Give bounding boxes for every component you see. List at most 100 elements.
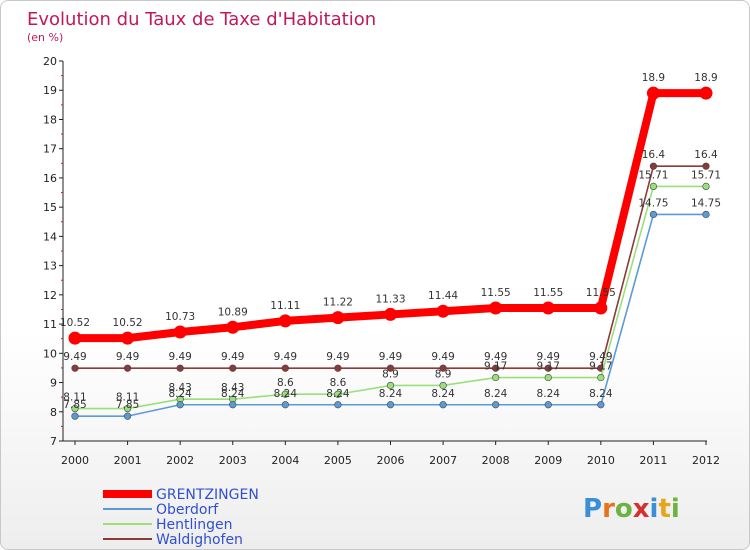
data-label: 14.75 bbox=[691, 197, 721, 209]
data-point bbox=[544, 401, 552, 409]
data-label: 11.55 bbox=[533, 287, 563, 299]
data-point bbox=[68, 331, 82, 345]
data-labels: 10.52 10.52 10.73 10.89 11.11 11.22 11.33 11.44… bbox=[60, 72, 721, 411]
series-hentlingen bbox=[71, 182, 710, 413]
x-tick-label: 2012 bbox=[692, 454, 720, 467]
y-tick-label: 14 bbox=[43, 230, 57, 243]
data-point bbox=[123, 412, 132, 420]
data-point bbox=[121, 331, 135, 345]
y-tick-label: 10 bbox=[43, 347, 57, 360]
data-point bbox=[176, 364, 184, 372]
legend-label: Oberdorf bbox=[156, 502, 219, 518]
axes: 7 8 9 10 11 12 13 14 15 16 17 18 19 20 2000 2001 2002 200… bbox=[43, 55, 720, 467]
data-label: 8.24 bbox=[484, 388, 508, 400]
x-tick-label: 2006 bbox=[377, 454, 405, 467]
data-label: 9.49 bbox=[484, 351, 507, 363]
data-label: 8.43 bbox=[221, 382, 244, 394]
data-label: 11.55 bbox=[586, 287, 616, 299]
data-point bbox=[699, 86, 713, 100]
x-tick-label: 2007 bbox=[429, 454, 457, 467]
data-label: 8.6 bbox=[277, 377, 294, 389]
data-label: 10.52 bbox=[60, 317, 90, 329]
y-tick-label: 11 bbox=[43, 318, 57, 331]
data-point bbox=[173, 325, 187, 339]
data-label: 10.89 bbox=[218, 306, 248, 318]
proxiti-logo: Proxiti bbox=[583, 494, 680, 524]
data-label: 9.49 bbox=[537, 351, 560, 363]
x-tick-label: 2008 bbox=[482, 454, 510, 467]
data-label: 8.43 bbox=[168, 382, 191, 394]
data-point bbox=[71, 364, 79, 372]
series-oberdorf bbox=[71, 210, 710, 420]
y-tick-label: 7 bbox=[50, 435, 57, 448]
data-label: 11.11 bbox=[270, 300, 300, 312]
data-label: 9.49 bbox=[116, 351, 139, 363]
data-label: 8.11 bbox=[63, 392, 86, 404]
data-point bbox=[436, 304, 450, 318]
data-point bbox=[71, 412, 79, 420]
data-label: 8.24 bbox=[274, 388, 298, 400]
data-label: 16.4 bbox=[642, 149, 666, 161]
data-point bbox=[386, 401, 395, 409]
data-label: 9.49 bbox=[589, 351, 612, 363]
data-label: 8.24 bbox=[589, 388, 613, 400]
data-label: 9.49 bbox=[326, 351, 349, 363]
x-tick-label: 2005 bbox=[324, 454, 352, 467]
data-label: 9.49 bbox=[168, 351, 191, 363]
data-label: 9.17 bbox=[589, 361, 612, 373]
data-label: 8.24 bbox=[168, 388, 192, 400]
x-tick-label: 2003 bbox=[219, 454, 247, 467]
data-point bbox=[123, 404, 132, 413]
data-point bbox=[649, 162, 658, 170]
y-tick-label: 9 bbox=[50, 377, 57, 390]
data-label: 11.44 bbox=[428, 290, 458, 302]
data-label: 8.24 bbox=[431, 388, 455, 400]
series-layer bbox=[68, 86, 713, 420]
data-label: 8.24 bbox=[379, 388, 403, 400]
y-tick-label: 15 bbox=[43, 201, 57, 214]
data-label: 11.22 bbox=[323, 297, 353, 309]
data-point bbox=[386, 381, 395, 390]
data-point bbox=[71, 404, 79, 413]
data-label: 10.73 bbox=[165, 311, 195, 323]
data-label: 8.9 bbox=[435, 368, 452, 380]
x-tick-label: 2000 bbox=[61, 454, 89, 467]
data-label: 9.49 bbox=[431, 351, 454, 363]
data-point bbox=[281, 390, 289, 398]
y-tick-label: 17 bbox=[43, 143, 57, 156]
data-point bbox=[489, 301, 503, 315]
data-label: 8.24 bbox=[326, 388, 350, 400]
data-point bbox=[334, 364, 342, 372]
data-point bbox=[492, 373, 500, 382]
data-label: 8.24 bbox=[221, 388, 245, 400]
y-tick-label: 16 bbox=[43, 172, 57, 185]
series-waldighofen bbox=[71, 162, 710, 372]
data-label: 14.75 bbox=[638, 197, 668, 209]
data-label: 15.71 bbox=[638, 169, 668, 181]
data-label: 7.85 bbox=[63, 399, 86, 411]
x-tick-label: 2009 bbox=[534, 454, 562, 467]
data-label: 8.11 bbox=[116, 392, 139, 404]
data-point bbox=[229, 401, 237, 409]
y-tick-label: 13 bbox=[43, 260, 57, 273]
data-point bbox=[649, 210, 658, 219]
y-tick-label: 8 bbox=[50, 406, 57, 419]
data-point bbox=[386, 364, 395, 372]
x-tick-label: 2002 bbox=[166, 454, 194, 467]
data-point bbox=[594, 301, 608, 315]
x-tick-label: 2001 bbox=[114, 454, 142, 467]
data-label: 10.52 bbox=[113, 317, 143, 329]
data-label: 9.17 bbox=[537, 361, 560, 373]
data-label: 9.49 bbox=[221, 351, 244, 363]
data-point bbox=[649, 182, 658, 190]
legend-label: Waldighofen bbox=[156, 532, 243, 548]
data-point bbox=[544, 373, 552, 382]
data-point bbox=[384, 307, 397, 321]
legend-label: Hentlingen bbox=[156, 517, 233, 533]
data-point bbox=[544, 364, 552, 372]
data-point bbox=[702, 162, 710, 170]
data-point bbox=[439, 364, 447, 372]
